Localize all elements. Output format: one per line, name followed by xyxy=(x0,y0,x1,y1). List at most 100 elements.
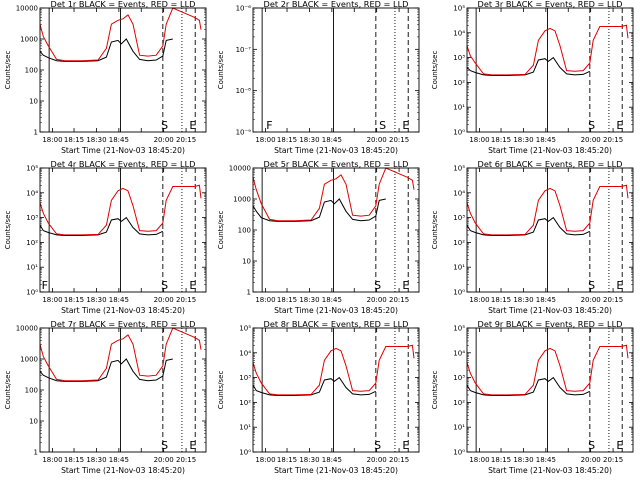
y-tick-label: 10⁰ xyxy=(26,289,38,297)
x-axis-label: Start Time (21-Nov-03 18:45:20) xyxy=(61,146,185,155)
y-tick-label: 10000 xyxy=(229,165,251,173)
plot-frame xyxy=(466,167,634,293)
panel-6: Det 6r BLACK = Events, RED = LLD Counts/s… xyxy=(431,159,634,315)
panel-5: Det 5r BLACK = Events, RED = LLD Counts/s… xyxy=(217,159,420,315)
events-line xyxy=(466,376,591,396)
y-tick-label: 10 xyxy=(29,98,38,106)
y-tick-label: 1 xyxy=(247,289,251,297)
x-tick-label: 18:00 xyxy=(255,296,275,304)
y-tick-label: 10⁴ xyxy=(26,189,38,197)
x-tick-label: 20:00 xyxy=(367,456,387,464)
x-tick-label: 18:30 xyxy=(513,296,533,304)
marker-label-e: E xyxy=(616,119,623,132)
y-tick-label: 10⁻⁷ xyxy=(236,46,252,54)
x-tick-label: 18:15 xyxy=(64,136,84,144)
y-tick-label: 10⁻⁶ xyxy=(236,5,252,13)
panel-title: Det 5r BLACK = Events, RED = LLD xyxy=(264,159,409,169)
marker-label-s: S xyxy=(161,279,168,292)
x-axis-label: Start Time (21-Nov-03 18:45:20) xyxy=(488,146,612,155)
x-tick-label: 18:30 xyxy=(513,136,533,144)
x-tick-label: 18:00 xyxy=(469,296,489,304)
marker-label-s: S xyxy=(161,439,168,452)
x-tick-label: 18:15 xyxy=(64,456,84,464)
y-tick-label: 1 xyxy=(34,129,38,137)
x-tick-label: 18:45 xyxy=(322,296,342,304)
x-axis-label: Start Time (21-Nov-03 18:45:20) xyxy=(488,306,612,315)
marker-label-e: E xyxy=(616,279,623,292)
lld-line xyxy=(466,184,629,236)
x-tick-label: 20:00 xyxy=(581,136,601,144)
x-tick-label: 18:15 xyxy=(491,296,511,304)
marker-label-e: E xyxy=(189,439,196,452)
y-tick-label: 10³ xyxy=(239,374,251,382)
panel-title: Det 4r BLACK = Events, RED = LLD xyxy=(51,159,196,169)
y-tick-label: 10³ xyxy=(26,214,38,222)
y-tick-label: 10¹ xyxy=(239,424,251,432)
x-tick-label: 20:00 xyxy=(367,296,387,304)
y-tick-label: 10³ xyxy=(453,214,465,222)
x-tick-label: 20:15 xyxy=(176,136,196,144)
y-tick-label: 1 xyxy=(34,449,38,457)
x-tick-label: 20:15 xyxy=(176,296,196,304)
lld-line xyxy=(39,7,202,62)
x-tick-label: 18:15 xyxy=(277,136,297,144)
x-tick-label: 18:30 xyxy=(86,456,106,464)
y-tick-label: 100 xyxy=(25,387,38,395)
marker-label-e: E xyxy=(189,119,196,132)
panel-title: Det 3r BLACK = Events, RED = LLD xyxy=(478,0,623,9)
x-tick-label: 18:30 xyxy=(299,136,319,144)
events-line xyxy=(252,376,377,396)
x-tick-label: 18:15 xyxy=(491,136,511,144)
marker-label-f: F xyxy=(42,279,48,292)
plot-frame xyxy=(466,7,634,133)
x-tick-label: 18:45 xyxy=(109,296,129,304)
y-tick-label: 10 xyxy=(242,258,251,266)
panel-title: Det 6r BLACK = Events, RED = LLD xyxy=(478,159,623,169)
y-tick-label: 10² xyxy=(26,239,38,247)
y-axis-label: Counts/sec xyxy=(4,371,12,410)
x-axis-label: Start Time (21-Nov-03 18:45:20) xyxy=(274,146,398,155)
y-tick-label: 10 xyxy=(29,418,38,426)
x-tick-label: 18:45 xyxy=(109,136,129,144)
marker-label-f: F xyxy=(266,119,272,132)
y-tick-label: 10³ xyxy=(453,54,465,62)
events-line xyxy=(252,198,386,222)
y-tick-label: 10¹ xyxy=(453,264,465,272)
marker-label-s: S xyxy=(588,279,595,292)
x-tick-label: 18:15 xyxy=(277,296,297,304)
y-axis-label: Counts/sec xyxy=(431,51,439,90)
marker-label-e: E xyxy=(402,279,409,292)
events-line xyxy=(39,216,164,236)
panel-4: Det 4r BLACK = Events, RED = LLD Counts/s… xyxy=(4,159,207,315)
x-tick-label: 20:00 xyxy=(154,296,174,304)
y-axis-label: Counts/sec xyxy=(217,51,225,90)
x-tick-label: 20:15 xyxy=(389,136,409,144)
x-tick-label: 20:00 xyxy=(154,456,174,464)
plot-frame xyxy=(39,7,207,133)
y-tick-label: 10² xyxy=(239,399,251,407)
x-tick-label: 20:15 xyxy=(176,456,196,464)
marker-label-s: S xyxy=(588,119,595,132)
panel-3: Det 3r BLACK = Events, RED = LLD Counts/s… xyxy=(431,0,634,155)
y-tick-label: 10¹ xyxy=(453,104,465,112)
x-tick-label: 20:15 xyxy=(389,296,409,304)
y-tick-label: 100 xyxy=(238,227,251,235)
y-tick-label: 10⁰ xyxy=(453,289,465,297)
x-tick-label: 18:45 xyxy=(536,456,556,464)
x-tick-label: 18:00 xyxy=(255,456,275,464)
x-axis-label: Start Time (21-Nov-03 18:45:20) xyxy=(61,306,185,315)
x-tick-label: 18:30 xyxy=(513,456,533,464)
x-tick-label: 20:00 xyxy=(367,136,387,144)
events-line xyxy=(466,56,591,76)
x-tick-label: 18:00 xyxy=(42,456,62,464)
x-axis-label: Start Time (21-Nov-03 18:45:20) xyxy=(274,466,398,475)
x-tick-label: 20:15 xyxy=(603,456,623,464)
x-tick-label: 18:45 xyxy=(536,296,556,304)
x-axis-label: Start Time (21-Nov-03 18:45:20) xyxy=(274,306,398,315)
y-tick-label: 10⁰ xyxy=(453,449,465,457)
x-tick-label: 20:00 xyxy=(154,136,174,144)
marker-label-e: E xyxy=(402,439,409,452)
y-tick-label: 10⁵ xyxy=(453,325,465,333)
lld-line xyxy=(252,344,415,396)
